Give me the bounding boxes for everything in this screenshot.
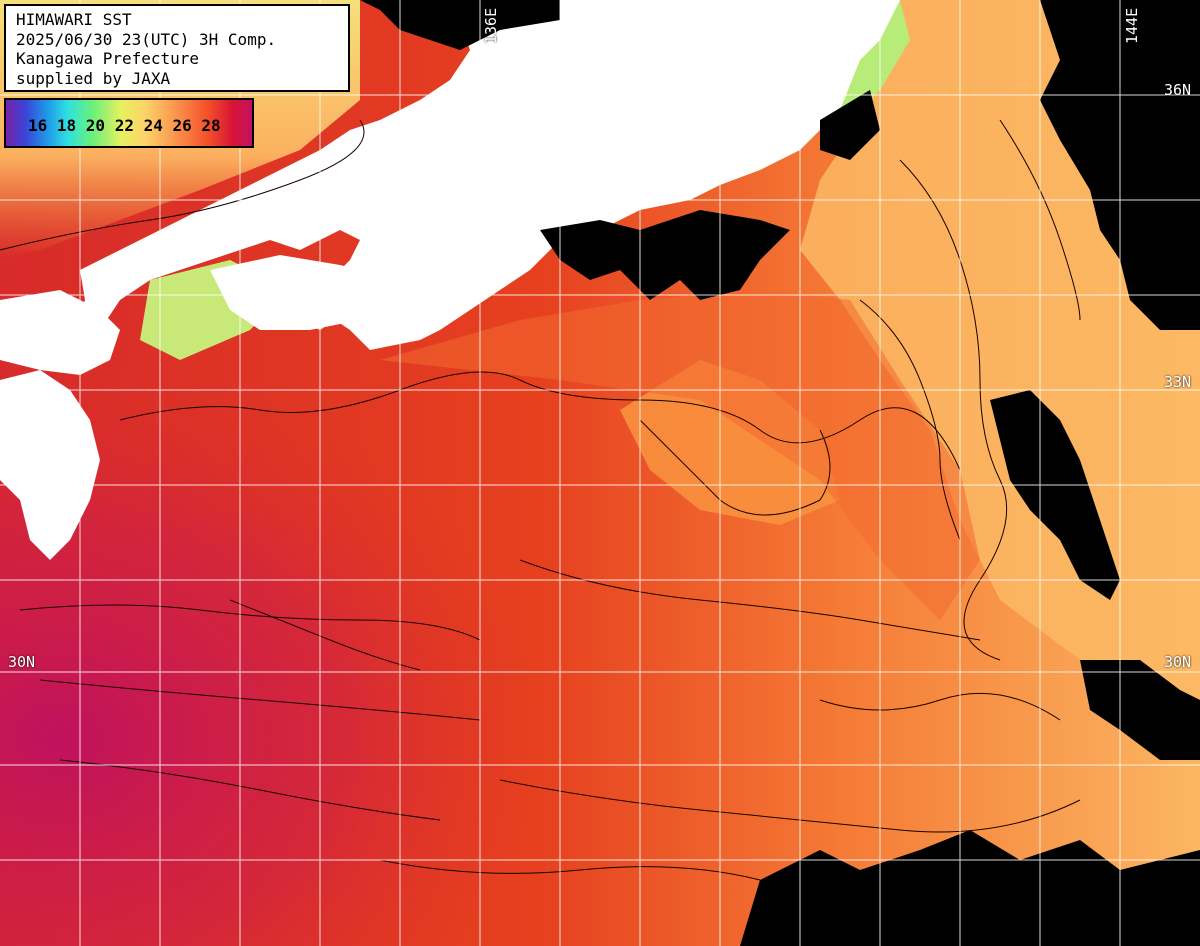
info-datetime: 2025/06/30 23(UTC) 3H Comp. <box>16 29 277 49</box>
lat-label-30n-right: 30N <box>1164 653 1192 671</box>
cloud-east-lower <box>1080 660 1200 760</box>
cloud-tokai <box>540 210 790 300</box>
info-prefecture: Kanagawa Prefecture <box>16 49 200 68</box>
lat-label-30n-left: 30N <box>8 653 36 671</box>
cloud-honshu-coast <box>820 90 880 160</box>
info-supplier: supplied by JAXA <box>16 68 171 88</box>
info-title: HIMAWARI SST <box>16 10 132 29</box>
chugoku-land <box>0 290 120 375</box>
kyushu-land <box>0 370 100 560</box>
lon-label-136e: 136E <box>482 7 500 44</box>
scale-labels: 16 18 20 22 24 26 28 <box>28 116 221 135</box>
orange-band <box>380 290 980 620</box>
shikoku-land <box>210 255 420 330</box>
cloud-east-mid <box>990 390 1120 600</box>
lat-label-33n: 33N <box>1164 373 1192 391</box>
isotherm-contours <box>0 119 1081 881</box>
cloud-south <box>740 830 1200 946</box>
temperature-color-scale: 16 18 20 22 24 26 28 <box>4 98 254 148</box>
lon-label-144e: 144E <box>1123 7 1141 44</box>
map-info-box: HIMAWARI SST 2025/06/30 23(UTC) 3H Comp.… <box>4 4 350 92</box>
cloud-northwest <box>360 0 560 50</box>
lat-label-36n: 36N <box>1164 81 1192 99</box>
honshu-land <box>70 0 870 360</box>
